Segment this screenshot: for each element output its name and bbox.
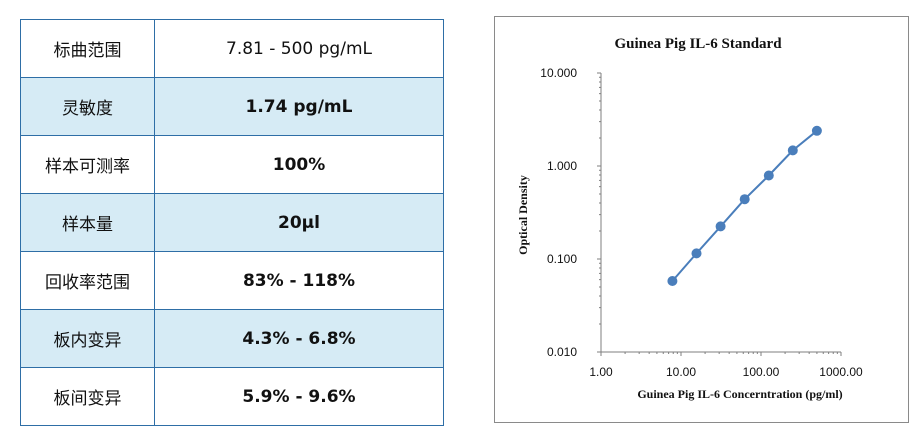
row-value: 5.9% - 9.6% — [242, 386, 356, 407]
x-tick-label: 1.00 — [589, 365, 613, 379]
spec-table: 标曲范围 7.81 - 500 pg/mL 灵敏度 1.74 pg/mL 样本可… — [20, 19, 444, 426]
table-row: 灵敏度 1.74 pg/mL — [20, 77, 444, 136]
row-label: 样本量 — [20, 193, 155, 252]
table-row: 板内变异 4.3% - 6.8% — [20, 309, 444, 368]
row-label: 板内变异 — [20, 309, 155, 368]
x-tick-label: 1000.00 — [819, 365, 863, 379]
row-value: 4.3% - 6.8% — [154, 309, 444, 368]
data-point — [787, 145, 798, 156]
y-tick-label: 0.010 — [547, 345, 577, 359]
row-label: 回收率范围 — [20, 251, 155, 310]
table-row: 回收率范围 83% - 118% — [20, 251, 444, 310]
row-value: 1.74 pg/mL — [154, 77, 444, 136]
y-axis-label: Optical Density — [516, 175, 530, 255]
x-tick-label: 100.00 — [743, 365, 780, 379]
data-point — [811, 125, 822, 136]
axis-ticks: 0.010 0.100 1.000 10.000 1.00 10.00 100.00 1000… — [540, 66, 863, 379]
data-point — [715, 221, 726, 232]
data-point — [763, 170, 774, 181]
table-row: 板间变异 5.9% - 9.6% — [20, 367, 444, 426]
row-label: 样本可测率 — [20, 135, 155, 194]
data-point — [739, 194, 750, 205]
row-value: 100% — [154, 135, 444, 194]
row-label: 板间变异 — [20, 367, 155, 426]
y-tick-label: 0.100 — [547, 252, 577, 266]
row-label: 灵敏度 — [20, 77, 155, 136]
y-tick-label: 1.000 — [547, 159, 577, 173]
table-row: 样本可测率 100% — [20, 135, 444, 194]
x-axis-label: Guinea Pig IL-6 Concerntration (pg/ml) — [637, 387, 842, 401]
chart-title: Guinea Pig IL-6 Standard — [614, 36, 782, 52]
table-row: 样本量 20μl — [20, 193, 444, 252]
y-tick-label: 10.000 — [540, 66, 577, 80]
row-label: 标曲范围 — [20, 19, 155, 78]
row-value: 20μl — [154, 193, 444, 252]
data-point — [691, 248, 702, 259]
data-series — [667, 125, 822, 286]
standard-curve-chart: Guinea Pig IL-6 Standard Guinea Pig IL-6… — [494, 16, 909, 423]
x-tick-label: 10.00 — [666, 365, 696, 379]
row-value: 83% - 118% — [154, 251, 444, 310]
chart-canvas: Guinea Pig IL-6 Standard Guinea Pig IL-6… — [516, 36, 863, 401]
table-row: 标曲范围 7.81 - 500 pg/mL — [20, 19, 444, 78]
row-value: 7.81 - 500 pg/mL — [154, 19, 444, 78]
data-point — [667, 276, 678, 286]
